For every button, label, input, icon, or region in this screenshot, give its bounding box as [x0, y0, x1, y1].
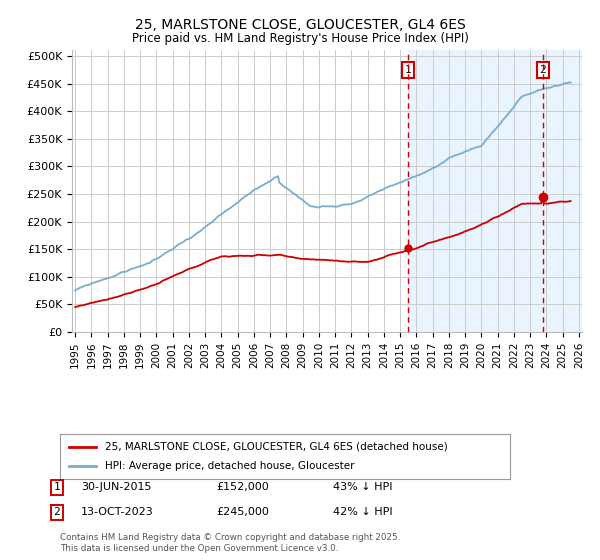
Text: Price paid vs. HM Land Registry's House Price Index (HPI): Price paid vs. HM Land Registry's House …	[131, 31, 469, 45]
Text: 2: 2	[53, 507, 61, 517]
Text: 25, MARLSTONE CLOSE, GLOUCESTER, GL4 6ES: 25, MARLSTONE CLOSE, GLOUCESTER, GL4 6ES	[134, 18, 466, 32]
Text: 42% ↓ HPI: 42% ↓ HPI	[333, 507, 392, 517]
Text: 43% ↓ HPI: 43% ↓ HPI	[333, 482, 392, 492]
Text: Contains HM Land Registry data © Crown copyright and database right 2025.
This d: Contains HM Land Registry data © Crown c…	[60, 533, 400, 553]
Text: 13-OCT-2023: 13-OCT-2023	[81, 507, 154, 517]
Text: 25, MARLSTONE CLOSE, GLOUCESTER, GL4 6ES (detached house): 25, MARLSTONE CLOSE, GLOUCESTER, GL4 6ES…	[105, 441, 448, 451]
Text: £245,000: £245,000	[216, 507, 269, 517]
Text: 1: 1	[405, 65, 412, 75]
Bar	[408, 50, 598, 332]
Text: 1: 1	[53, 482, 61, 492]
Text: HPI: Average price, detached house, Gloucester: HPI: Average price, detached house, Glou…	[105, 461, 355, 472]
Text: £152,000: £152,000	[216, 482, 269, 492]
Text: 30-JUN-2015: 30-JUN-2015	[81, 482, 151, 492]
Text: 2: 2	[539, 65, 546, 75]
